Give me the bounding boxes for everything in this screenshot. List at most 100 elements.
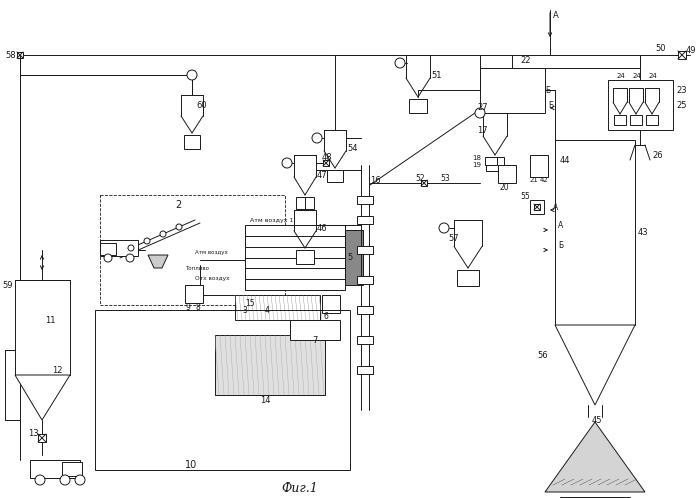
Bar xyxy=(534,204,540,210)
Circle shape xyxy=(312,133,322,143)
Text: 2: 2 xyxy=(175,200,181,210)
Text: 26: 26 xyxy=(652,150,663,159)
Text: Б: Б xyxy=(545,86,550,95)
Text: А: А xyxy=(553,10,559,19)
Text: Атм воздух: Атм воздух xyxy=(195,249,228,254)
Bar xyxy=(555,140,635,325)
Text: 4: 4 xyxy=(265,305,270,315)
Text: 22: 22 xyxy=(520,55,531,65)
Bar xyxy=(296,250,314,264)
Bar xyxy=(530,155,548,177)
Text: Б: Б xyxy=(548,101,553,110)
Bar xyxy=(678,51,686,59)
Text: 42: 42 xyxy=(540,177,549,183)
Text: 13: 13 xyxy=(28,428,38,438)
Text: 8: 8 xyxy=(196,302,201,312)
Bar xyxy=(323,160,329,166)
Text: 14: 14 xyxy=(260,395,270,404)
Text: 24: 24 xyxy=(633,73,642,79)
Polygon shape xyxy=(545,422,645,492)
Text: 48: 48 xyxy=(322,152,332,161)
Circle shape xyxy=(35,475,45,485)
Bar xyxy=(530,200,544,214)
Text: 50: 50 xyxy=(655,43,666,52)
Text: 18: 18 xyxy=(472,155,481,161)
Bar xyxy=(62,462,82,476)
Text: 17: 17 xyxy=(477,125,488,134)
Text: 57: 57 xyxy=(448,234,458,243)
Bar xyxy=(357,216,373,224)
Circle shape xyxy=(75,475,85,485)
Bar xyxy=(100,195,285,305)
Polygon shape xyxy=(15,375,70,420)
Bar xyxy=(498,165,516,183)
Circle shape xyxy=(395,58,405,68)
Text: А: А xyxy=(553,203,559,212)
Text: 24: 24 xyxy=(649,73,658,79)
Polygon shape xyxy=(555,325,635,405)
Circle shape xyxy=(126,254,134,262)
Text: 21: 21 xyxy=(530,177,539,183)
Text: Б: Б xyxy=(558,241,563,249)
Text: 16: 16 xyxy=(370,175,381,184)
Bar xyxy=(15,280,70,375)
Bar xyxy=(38,434,46,442)
Bar xyxy=(357,196,373,204)
Text: 7: 7 xyxy=(312,336,318,345)
Bar xyxy=(630,115,642,125)
Bar xyxy=(357,336,373,344)
Bar xyxy=(480,68,545,113)
Circle shape xyxy=(439,223,449,233)
Text: 25: 25 xyxy=(676,101,687,110)
Text: 15: 15 xyxy=(245,298,255,307)
Text: 11: 11 xyxy=(45,316,55,325)
Bar xyxy=(457,270,479,286)
Bar xyxy=(646,115,658,125)
Text: 45: 45 xyxy=(592,415,603,424)
Text: 54: 54 xyxy=(347,143,358,152)
Circle shape xyxy=(176,224,182,230)
Bar xyxy=(486,157,504,171)
Bar xyxy=(95,310,350,470)
Text: 58: 58 xyxy=(5,50,15,59)
Text: 5: 5 xyxy=(347,253,352,262)
Text: 24: 24 xyxy=(617,73,626,79)
Text: 43: 43 xyxy=(638,228,649,237)
Polygon shape xyxy=(148,255,168,268)
Text: 44: 44 xyxy=(560,155,570,164)
Bar xyxy=(357,276,373,284)
Text: Отх воздух: Отх воздух xyxy=(195,275,230,280)
Bar xyxy=(608,80,673,130)
Text: 56: 56 xyxy=(537,351,547,360)
Circle shape xyxy=(144,238,150,244)
Text: 53: 53 xyxy=(440,173,449,182)
Circle shape xyxy=(475,108,485,118)
Circle shape xyxy=(282,158,292,168)
Text: А: А xyxy=(558,221,564,230)
Bar xyxy=(409,99,427,113)
Bar xyxy=(357,366,373,374)
Text: 46: 46 xyxy=(317,224,328,233)
Bar xyxy=(215,335,325,395)
Text: 52: 52 xyxy=(415,173,425,182)
Text: 10: 10 xyxy=(185,460,197,470)
Text: 47: 47 xyxy=(317,170,328,179)
Circle shape xyxy=(160,231,166,237)
Bar xyxy=(17,52,23,58)
Circle shape xyxy=(104,254,112,262)
Bar xyxy=(296,197,314,209)
Bar xyxy=(421,180,427,186)
Text: 23: 23 xyxy=(676,86,687,95)
Text: 59: 59 xyxy=(2,280,13,289)
Text: 6: 6 xyxy=(323,312,328,321)
Text: 3: 3 xyxy=(242,305,247,315)
Text: 9: 9 xyxy=(186,302,191,312)
Text: Топливо: Топливо xyxy=(185,265,209,270)
Text: 12: 12 xyxy=(52,366,62,374)
Bar xyxy=(357,246,373,254)
Bar xyxy=(30,460,80,478)
Bar xyxy=(614,115,626,125)
Bar xyxy=(322,295,340,313)
Text: 55: 55 xyxy=(520,192,530,201)
Bar xyxy=(290,320,340,340)
